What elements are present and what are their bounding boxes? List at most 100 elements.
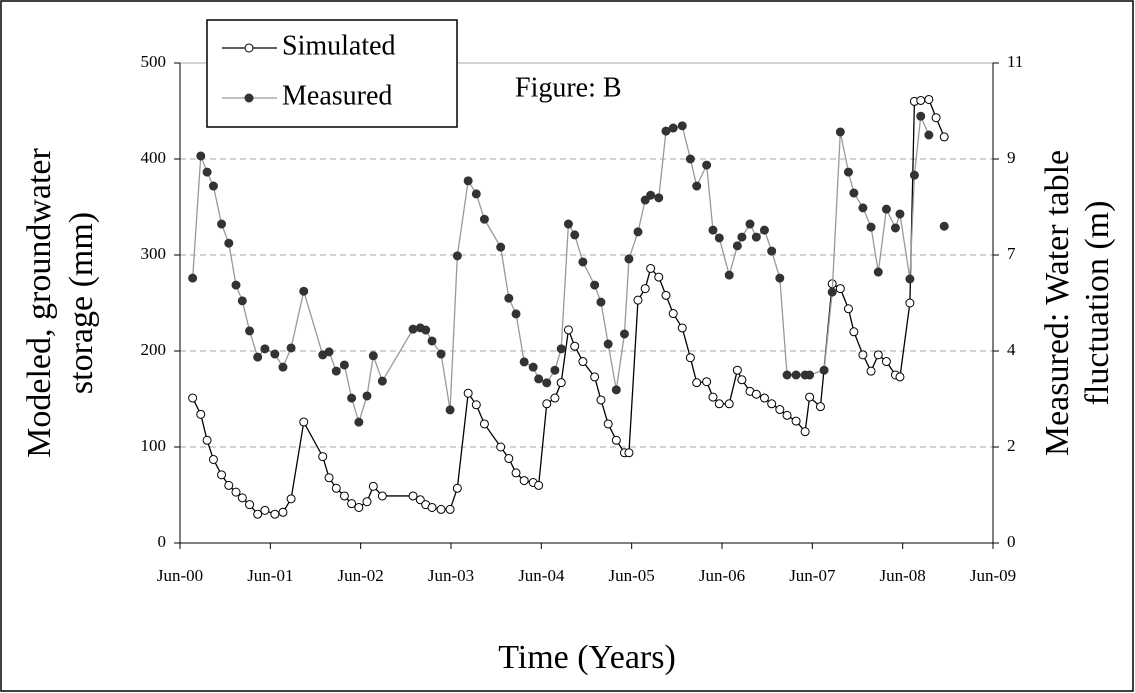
- data-point: [692, 378, 702, 388]
- data-point: [299, 286, 309, 296]
- data-point: [791, 416, 801, 426]
- data-point: [550, 393, 560, 403]
- data-point: [578, 357, 588, 367]
- data-point: [633, 227, 643, 237]
- data-point: [570, 230, 580, 240]
- data-point: [702, 377, 712, 387]
- x-tick-label: Jun-09: [970, 566, 1016, 585]
- data-point: [260, 344, 270, 354]
- data-point: [570, 341, 580, 351]
- y2-axis-label: fluctuation (m): [1079, 201, 1116, 406]
- data-point: [452, 251, 462, 261]
- data-point: [708, 392, 718, 402]
- data-point: [745, 219, 755, 229]
- data-point: [286, 494, 296, 504]
- data-point: [873, 267, 883, 277]
- data-point: [685, 154, 695, 164]
- data-point: [590, 372, 600, 382]
- data-point: [231, 280, 241, 290]
- data-point: [452, 483, 462, 493]
- data-point: [427, 502, 437, 512]
- data-point: [714, 399, 724, 409]
- data-point: [646, 263, 656, 273]
- x-tick-label: Jun-07: [789, 566, 836, 585]
- data-point: [775, 273, 785, 283]
- data-point: [208, 454, 218, 464]
- x-tick-label: Jun-05: [609, 566, 655, 585]
- data-point: [640, 284, 650, 294]
- data-point: [692, 181, 702, 191]
- x-tick-label: Jun-01: [247, 566, 293, 585]
- data-point: [805, 370, 815, 380]
- data-point: [939, 132, 949, 142]
- data-point: [775, 405, 785, 415]
- x-tick-label: Jun-06: [699, 566, 745, 585]
- data-point: [354, 417, 364, 427]
- data-point: [299, 417, 309, 427]
- y-axis-label: storage (mm): [63, 212, 100, 394]
- data-point: [270, 509, 280, 519]
- y-tick-label: 200: [141, 340, 167, 359]
- data-point: [188, 393, 198, 403]
- data-point: [260, 505, 270, 515]
- data-point: [654, 193, 664, 203]
- data-point: [496, 242, 506, 252]
- data-point: [751, 389, 761, 399]
- data-point: [759, 225, 769, 235]
- data-point: [873, 350, 883, 360]
- y2-tick-label: 2: [1007, 436, 1016, 455]
- legend-label: Simulated: [282, 30, 396, 61]
- x-tick-label: Jun-08: [880, 566, 926, 585]
- data-point: [849, 327, 859, 337]
- data-point: [347, 393, 357, 403]
- data-point: [519, 357, 529, 367]
- data-point: [188, 273, 198, 283]
- data-point: [463, 388, 473, 398]
- data-point: [504, 454, 514, 464]
- data-point: [331, 366, 341, 376]
- data-point: [278, 507, 288, 517]
- data-point: [556, 378, 566, 388]
- data-point: [782, 370, 792, 380]
- data-point: [881, 204, 891, 214]
- data-point: [843, 167, 853, 177]
- data-point: [724, 270, 734, 280]
- legend-marker: [244, 93, 254, 103]
- data-point: [318, 452, 328, 462]
- data-point: [905, 274, 915, 284]
- data-point: [237, 296, 247, 306]
- data-point: [408, 324, 418, 334]
- legend: [206, 19, 458, 128]
- data-point: [563, 219, 573, 229]
- data-point: [542, 399, 552, 409]
- data-point: [556, 344, 566, 354]
- data-point: [196, 151, 206, 161]
- data-point: [237, 493, 247, 503]
- y-tick-label: 400: [141, 148, 167, 167]
- data-point: [362, 497, 372, 507]
- data-point: [278, 362, 288, 372]
- data-point: [858, 350, 868, 360]
- data-point: [528, 362, 538, 372]
- data-point: [866, 366, 876, 376]
- data-point: [603, 419, 613, 429]
- data-point: [881, 357, 891, 367]
- data-point: [611, 385, 621, 395]
- data-point: [805, 392, 815, 402]
- data-point: [668, 309, 678, 319]
- data-point: [377, 376, 387, 386]
- x-tick-label: Jun-00: [157, 566, 203, 585]
- data-point: [427, 336, 437, 346]
- data-point: [331, 483, 341, 493]
- y2-tick-label: 0: [1007, 532, 1016, 551]
- x-tick-label: Jun-03: [428, 566, 474, 585]
- data-point: [354, 502, 364, 512]
- data-point: [708, 225, 718, 235]
- data-point: [436, 349, 446, 359]
- data-point: [377, 491, 387, 501]
- data-point: [737, 232, 747, 242]
- data-point: [646, 190, 656, 200]
- data-point: [611, 435, 621, 445]
- data-point: [511, 309, 521, 319]
